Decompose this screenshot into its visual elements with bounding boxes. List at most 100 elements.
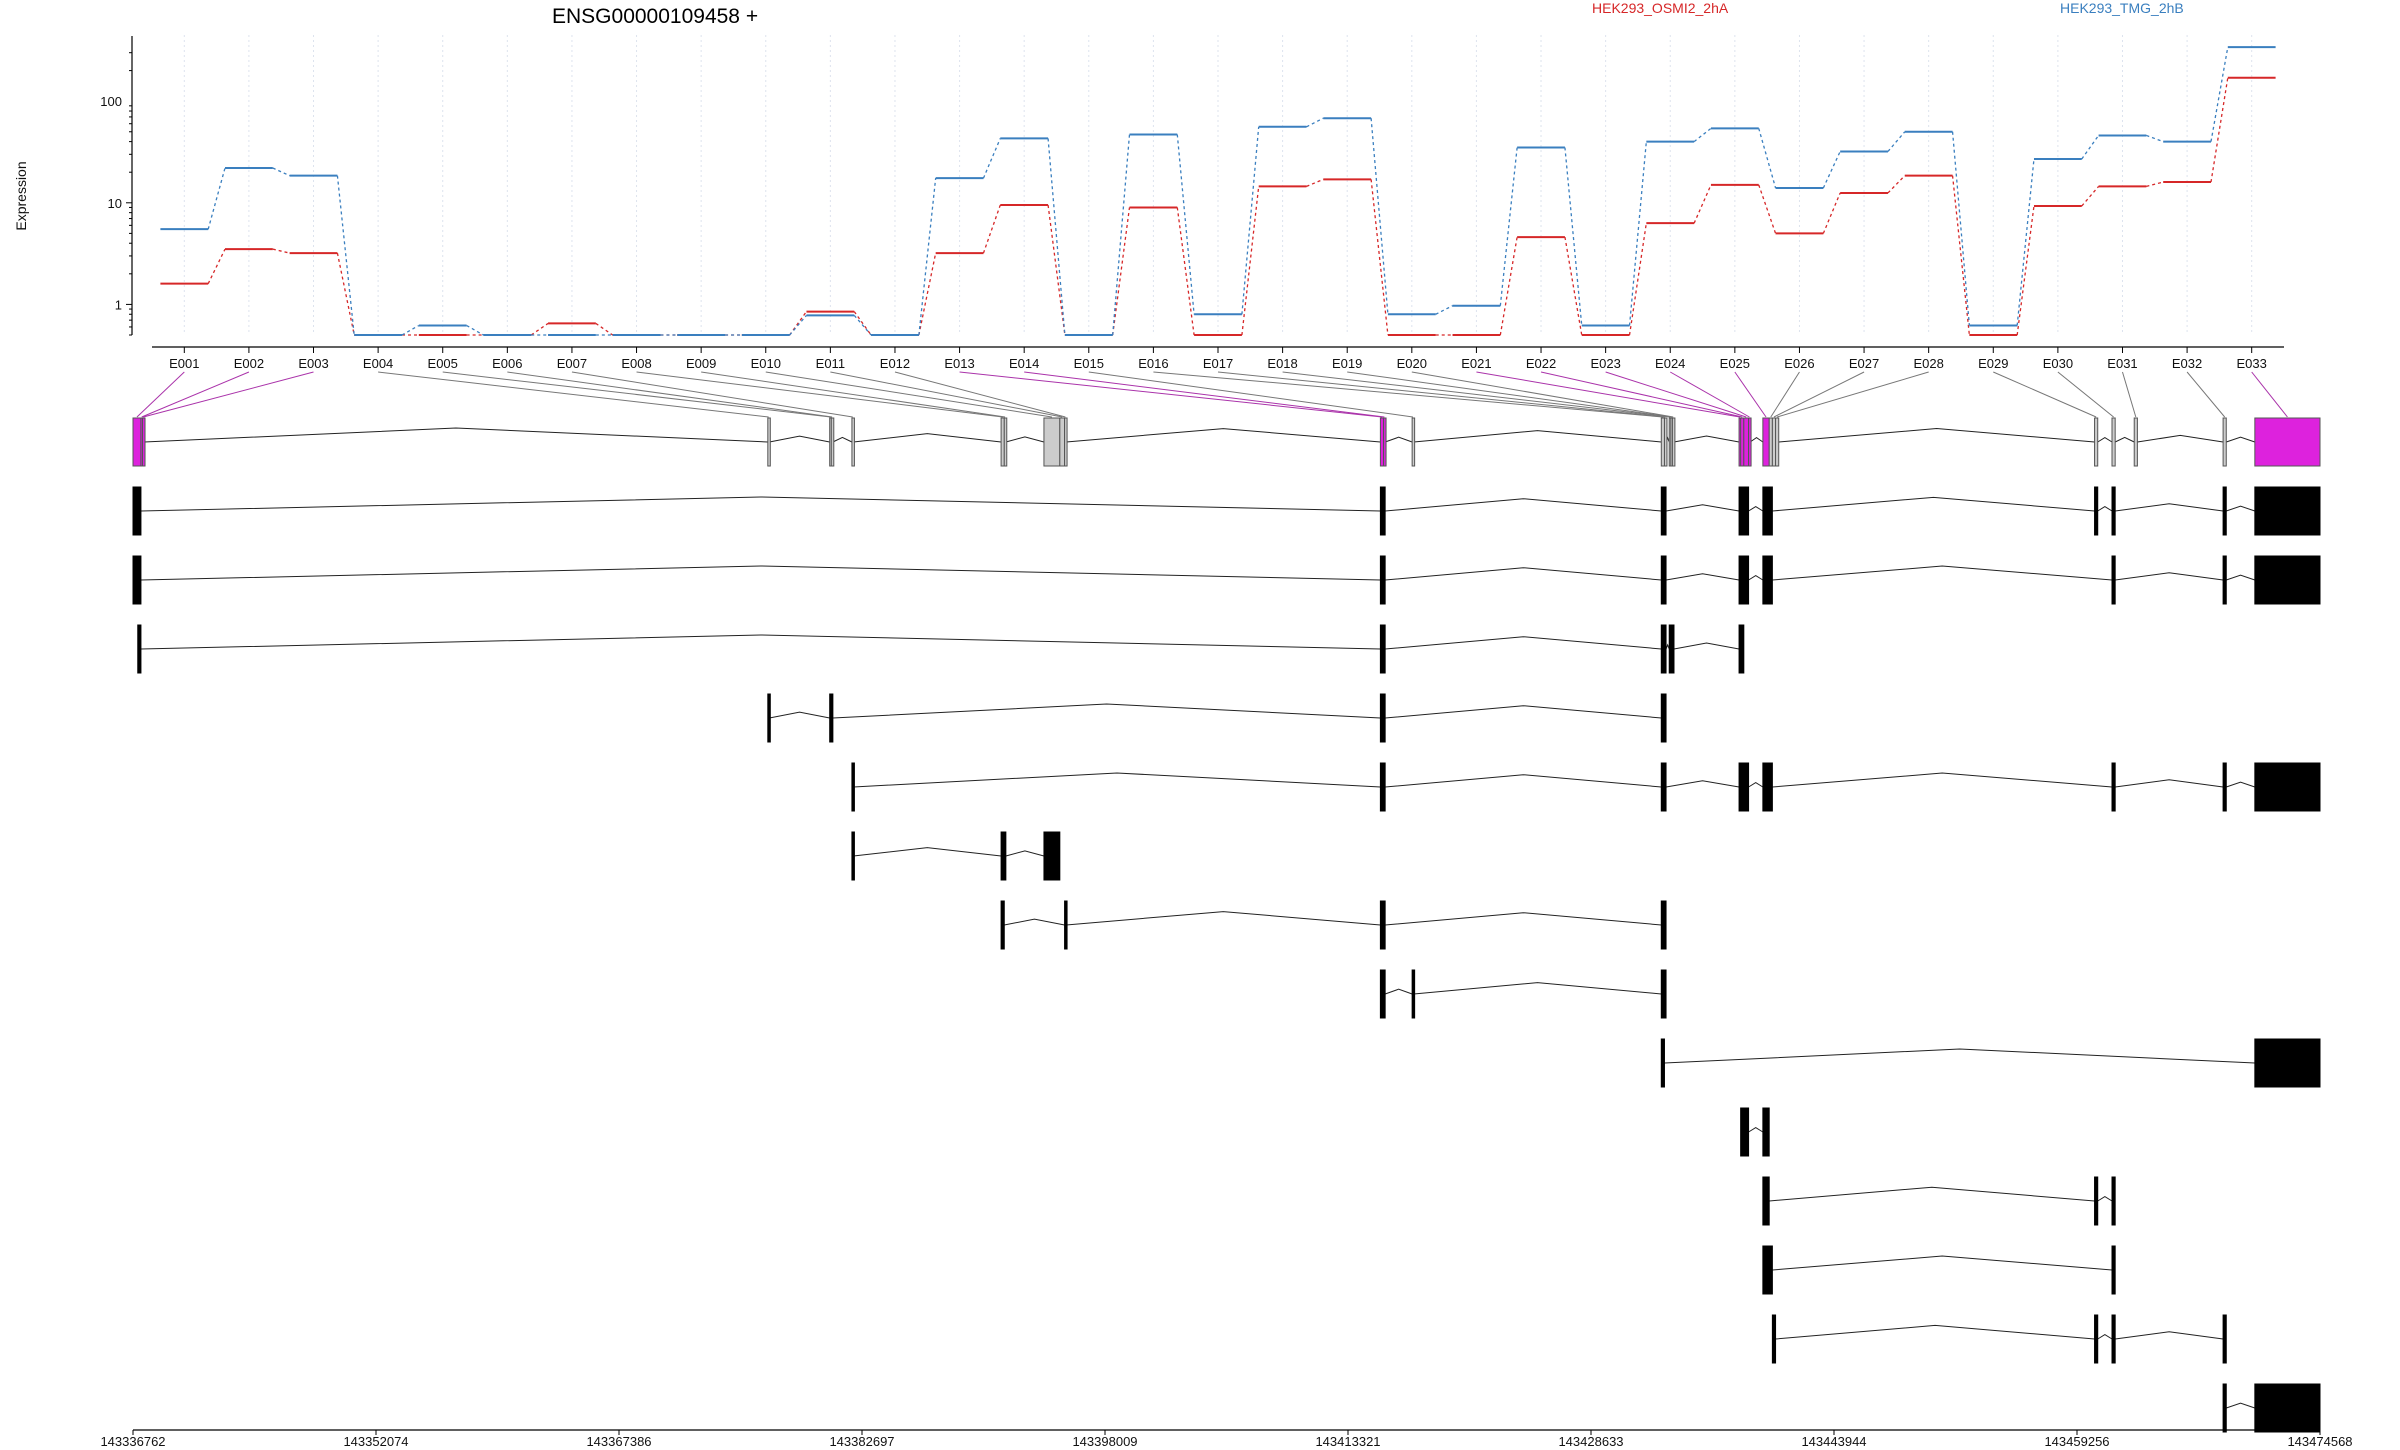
intron-line: [853, 433, 1002, 443]
exon-label: E005: [428, 356, 458, 371]
exon-block: [829, 693, 834, 743]
exon-block: [1043, 417, 1061, 467]
exon-label: E021: [1461, 356, 1491, 371]
intron-line: [1749, 437, 1764, 443]
exon-block: [2254, 555, 2321, 605]
exon-label: E030: [2043, 356, 2073, 371]
exon-connector: [1669, 371, 1750, 418]
intron-line: [2115, 572, 2224, 581]
gene-model-row: [132, 417, 2321, 467]
exon-block: [2222, 555, 2227, 605]
exon-block: [1379, 555, 1386, 605]
genomic-tick-label: 143382697: [829, 1434, 894, 1449]
exon-connector: [894, 371, 1066, 418]
exon-block: [767, 693, 771, 743]
transcript-row: [851, 831, 1061, 881]
intron-line: [2115, 1331, 2224, 1340]
series-1-connector: [272, 248, 290, 254]
exon-connector: [2122, 371, 2137, 418]
exon-label: E015: [1074, 356, 1104, 371]
exon-label: E009: [686, 356, 716, 371]
exon-block: [1775, 417, 1780, 467]
exon-label: E013: [944, 356, 974, 371]
exon-connector: [143, 371, 314, 418]
intron-line: [2226, 574, 2255, 581]
series-1-connector: [982, 204, 1001, 254]
intron-line: [1413, 982, 1662, 995]
intron-line: [1385, 912, 1662, 926]
exon-connector: [1777, 371, 1929, 418]
genomic-tick-label: 143428633: [1558, 1434, 1623, 1449]
series-2-connector: [2210, 47, 2229, 142]
exon-block: [2222, 1314, 2227, 1364]
exon-block: [830, 417, 835, 467]
series-2-connector: [1306, 117, 1324, 128]
series-2-connector: [2081, 135, 2100, 160]
exon-block: [1663, 417, 1668, 467]
intron-line: [1673, 435, 1740, 443]
exon-block: [2254, 1383, 2321, 1433]
exon-label: E018: [1267, 356, 1297, 371]
exon-block: [1660, 1038, 1665, 1088]
intron-line: [2226, 505, 2255, 512]
exon-block: [767, 417, 771, 467]
exon-block: [1668, 624, 1675, 674]
series-2-connector: [2016, 158, 2035, 326]
exon-block: [1411, 969, 1416, 1019]
exon-block: [1738, 486, 1750, 536]
exon-block: [2111, 486, 2116, 536]
exon-block: [1738, 624, 1745, 674]
intron-line: [140, 634, 1381, 650]
exon-block: [1379, 486, 1386, 536]
series-2-connector: [1370, 118, 1389, 315]
exon-block: [1000, 831, 1007, 881]
exon-block: [1748, 417, 1752, 467]
exon-block: [1411, 417, 1416, 467]
exon-block: [1379, 624, 1386, 674]
series-1-connector: [595, 322, 614, 336]
gene-model: [132, 417, 2321, 467]
exon-connector: [1282, 371, 1671, 418]
exon-block: [1660, 762, 1667, 812]
exon-block: [1660, 555, 1667, 605]
intron-line: [2115, 503, 2224, 512]
exon-block: [132, 486, 142, 536]
expression-series: [160, 46, 2276, 336]
exon-block: [132, 555, 142, 605]
exon-block: [1738, 555, 1750, 605]
transcript-row: [1771, 1314, 2227, 1364]
transcript-row: [132, 486, 2321, 536]
intron-line: [1772, 772, 2113, 788]
series-2-connector: [982, 138, 1001, 179]
intron-line: [140, 565, 1381, 581]
intron-line: [769, 435, 830, 443]
series-2-connector: [1435, 305, 1453, 315]
exon-block: [2111, 1314, 2116, 1364]
exon-connector: [1476, 371, 1740, 418]
series-1-connector: [1887, 175, 1906, 194]
exon-block: [1762, 1176, 1770, 1226]
series-2: [160, 46, 2276, 336]
exon-connector: [1605, 371, 1747, 418]
exon-label: E003: [298, 356, 328, 371]
exon-connectors: [136, 371, 2288, 418]
exon-label: E017: [1203, 356, 1233, 371]
intron-line: [1748, 781, 1764, 788]
exon-block: [2133, 417, 2138, 467]
series-1-connector: [2081, 185, 2100, 207]
exon-block: [1660, 486, 1667, 536]
plot-gridlines: [183, 35, 2253, 335]
series-1-connector: [530, 322, 549, 336]
series-1-connector: [1241, 186, 1260, 336]
series-2-connector: [2146, 134, 2164, 143]
series-2-connector: [1822, 151, 1841, 189]
intron-line: [1005, 850, 1045, 857]
exon-block: [2094, 1314, 2099, 1364]
intron-line: [2226, 436, 2255, 443]
intron-line: [1664, 1048, 2255, 1064]
exon-block: [1671, 417, 1676, 467]
series-2-connector: [1499, 147, 1518, 306]
transcript-row: [137, 624, 1745, 674]
intron-line: [1748, 1126, 1764, 1133]
